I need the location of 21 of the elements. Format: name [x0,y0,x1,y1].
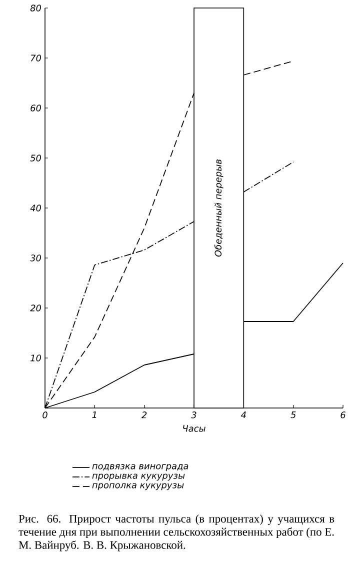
y-tick-label: 30 [30,254,42,262]
y-tick-label: 10 [30,354,42,362]
y-tick-label: 40 [30,204,42,212]
legend-label: прополка кукурузы [92,483,184,490]
x-tick-label: 3 [191,412,196,418]
band-label: Обеденный перерыв [214,160,224,257]
x-tick-label: 2 [142,412,147,418]
y-tick-label: 80 [30,4,42,12]
y-tick-label: 60 [30,104,42,112]
y-tick-label: 20 [30,304,42,312]
text: Рис. 66. Прирост частоты пульса (в процентах) у учащихся в течение дня при выполнении сельскохозяйственных работ (по Е. М. Вайнруб. В. В. Крыжановской. [18,514,334,552]
x-axis-title: Часы [183,425,206,432]
x-tick-label: 5 [290,412,296,418]
x-tick-label: 0 [42,412,48,418]
y-tick-label: 70 [30,54,42,62]
legend-label: прорывка кукурузы [92,474,185,481]
x-tick-label: 4 [240,412,246,418]
x-tick-label: 6 [340,412,346,418]
y-tick-label: 50 [30,154,42,162]
legend-label: подвязка винограда [92,464,188,472]
x-tick-label: 1 [92,412,96,418]
